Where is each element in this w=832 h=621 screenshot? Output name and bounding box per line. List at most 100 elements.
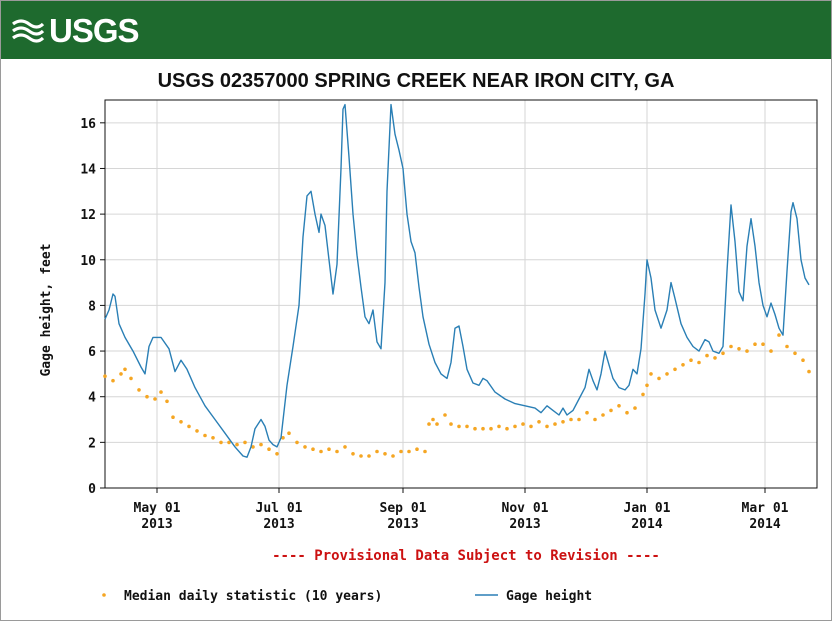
gage-height-line [104,103,810,458]
median-point [391,454,395,458]
median-point [259,442,263,447]
median-point [449,422,453,426]
chart-title: USGS 02357000 SPRING CREEK NEAR IRON CIT… [157,70,675,92]
median-point [295,440,299,445]
x-tick-label: Sep 01 [380,501,427,516]
median-point [585,410,589,415]
median-point [343,445,347,449]
axes [100,99,818,493]
x-tick-year-label: 2013 [387,517,418,532]
median-point [769,349,773,353]
x-tick-label: May 01 [134,501,181,516]
median-point [761,342,765,347]
median-point [569,417,573,422]
median-point [593,417,597,422]
median-point [505,426,509,431]
median-point [383,452,387,456]
median-point [473,426,477,431]
median-point [351,452,355,456]
median-point [243,440,247,445]
median-point [427,422,431,426]
median-point [287,431,291,436]
median-point [645,383,649,388]
median-point [561,420,565,424]
x-tick-label: Nov 01 [502,501,549,516]
legend: Median daily statistic (10 years) Gage h… [102,589,592,604]
provisional-note: ---- Provisional Data Subject to Revisio… [272,548,660,564]
y-tick-label: 12 [80,208,96,223]
median-point [713,356,717,360]
median-point [227,440,231,445]
median-point [609,408,613,413]
median-point [119,372,123,376]
median-point [529,424,533,429]
median-point [753,342,757,347]
median-point [123,367,127,372]
y-tick-labels: 0 2 4 6 8 10 12 14 16 [80,117,96,497]
median-point [423,449,427,454]
median-point [435,422,439,426]
median-point [375,449,379,454]
x-tick-label: Mar 01 [742,501,789,516]
median-point [399,449,403,454]
y-tick-label: 4 [88,391,96,406]
gage-series [104,103,810,458]
median-point [537,420,541,424]
median-point [211,436,215,440]
x-tick-year-label: 2014 [749,517,780,532]
median-point [777,333,781,337]
median-series [103,333,811,458]
median-point [705,353,709,358]
median-point [625,410,629,415]
grid-lines [105,100,817,488]
usgs-banner: USGS [1,1,831,59]
median-point [319,449,323,454]
median-point [203,433,207,438]
median-point [407,449,411,454]
median-point [785,344,789,349]
median-point [303,445,307,449]
usgs-logo-text: USGS [49,12,140,49]
median-point [251,445,255,449]
median-point [159,390,163,394]
median-point [335,449,339,454]
median-point [657,376,661,381]
y-axis-label: Gage height, feet [39,243,54,376]
median-point [153,397,157,401]
median-point [649,372,653,376]
median-point [431,417,435,422]
median-point [137,388,141,392]
y-tick-label: 10 [80,254,96,269]
median-point [489,426,493,431]
x-tick-year-label: 2013 [509,517,540,532]
plot-border [104,99,818,489]
x-tick-label: Jul 01 [256,501,303,516]
median-point [617,404,621,408]
y-tick-label: 16 [80,117,96,132]
median-point [165,399,169,404]
median-point [111,378,115,383]
median-point [235,442,239,447]
median-point [103,374,107,379]
median-point [171,415,175,420]
median-point [129,376,133,381]
usgs-logo[interactable]: USGS [11,12,140,49]
median-point [545,424,549,429]
x-tick-year-label: 2014 [631,517,662,532]
y-tick-label: 14 [80,162,96,177]
x-tick-label: Jan 01 [624,501,671,516]
median-point [689,358,693,363]
median-point [311,447,315,452]
median-point [187,424,191,429]
median-point [415,447,419,452]
median-point [497,424,501,429]
median-point [793,351,797,356]
median-point [737,347,741,351]
median-point [697,360,701,365]
median-point [665,372,669,376]
median-point [359,454,363,458]
usgs-wave-icon [12,19,45,43]
